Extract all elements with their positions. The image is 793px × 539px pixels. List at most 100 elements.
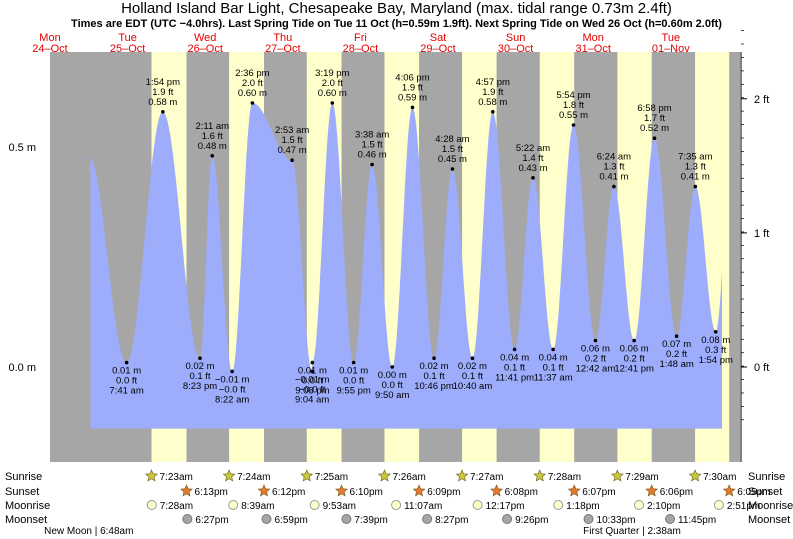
low-tide-label-8: −0.01 m−0.0 ft9:04 am [295,374,330,405]
low-tide-label-line: 10:40 am [453,381,493,392]
right-axis-tick-label-2: 0 ft [754,362,769,374]
high-tide-label-line: 1.3 ft [603,162,624,173]
high-tide-label-line: 0.46 m [358,150,387,161]
sunset-time-3: 6:09pm [427,487,460,498]
day-header-dow-6: Sun [506,32,526,44]
low-tide-label-line: 11:37 am [534,372,573,383]
low-tide-label-line: 0.2 ft [624,354,645,365]
low-tide-label-line: 8:23 pm [183,381,217,392]
high-tide-label-line: 1.3 ft [685,162,706,173]
sunrise-time-0: 7:23am [160,472,193,483]
moonrise-time-7: 2:51pm [727,501,760,512]
sunrise-star-icon [222,469,236,482]
moon-phase-0: New Moon | 6:48am [44,526,133,537]
low-tide-point-11 [351,360,356,365]
high-tide-label-line: 1.4 ft [522,153,543,164]
moonrise-icon [633,500,644,510]
moonrise-time-4: 12:17pm [486,501,525,512]
moonset-icon [341,514,352,524]
moonrise-time-0: 7:28am [160,501,193,512]
low-tide-label-line: 1:48 am [659,359,693,370]
day-header-dow-5: Sat [430,32,447,44]
low-tide-label-line: 0.04 m [500,352,529,363]
high-tide-label-line: 0.58 m [478,97,507,108]
high-tide-label-14: 4:06 pm1.9 ft0.59 m [395,72,429,103]
low-tide-label-line: 9:08 pm [295,386,329,397]
high-tide-point-7 [290,158,294,162]
sunrise-star-icon [610,469,624,482]
day-header-date-8: 01–Nov [652,43,690,55]
high-tide-label-6: 2:36 pm2.0 ft0.60 m [235,68,269,99]
moonrise-icon [391,500,402,510]
low-tide-label-13: 0.00 m0.0 ft9:50 am [375,370,409,401]
high-tide-label-line: 0.58 m [148,97,177,108]
high-tide-label-line: 0.48 m [198,141,227,152]
day-header-date-0: 24–Oct [32,43,67,55]
low-tide-label-line: 0.0 ft [302,376,323,387]
sunset-star-icon [180,484,193,497]
low-tide-label-line: 1:54 pm [699,355,733,366]
moonset-time-2: 7:39pm [354,515,387,526]
high-tide-label-24: 6:24 am1.3 ft0.41 m [597,152,631,183]
high-tide-label-line: 5:54 pm [556,90,590,101]
high-tide-label-line: 0.47 m [278,145,307,156]
moonset-icon [182,514,193,524]
moonrise-time-5: 1:18pm [566,501,599,512]
low-tide-label-line: 0.1 ft [504,362,525,373]
high-tide-point-18 [490,110,495,114]
low-tide-label-line: 8:22 am [215,394,249,405]
sunrise-star-icon [300,469,314,482]
sunset-time-2: 6:10pm [350,487,383,498]
high-tide-label-line: 1.9 ft [402,82,423,93]
left-axis-tick-label-0: 0.5 m [8,142,36,154]
day-header-date-5: 29–Oct [420,43,455,55]
moonset-time-4: 9:26pm [515,515,548,526]
day-header-date-2: 26–Oct [187,43,222,55]
sunrise-star-icon [377,469,391,482]
sunrise-star-icon [688,469,702,482]
high-tide-label-line: 2.0 ft [242,78,263,89]
high-tide-point-16 [450,167,455,171]
low-tide-label-line: 0.0 ft [116,376,137,387]
sunrise-time-7: 7:30am [703,472,736,483]
sunset-star-icon [567,484,581,497]
sunset-star-icon [722,484,736,497]
high-tide-label-20: 5:22 am1.4 ft0.43 m [516,143,550,174]
low-tide-label-line: −0.01 m [215,374,250,385]
low-tide-point-3 [198,356,202,361]
low-tide-label-5: −0.01 m−0.0 ft8:22 am [215,374,250,405]
high-tide-label-22: 5:54 pm1.8 ft0.55 m [556,90,590,121]
low-tide-label-3: 0.02 m0.1 ft8:23 pm [183,361,217,392]
low-tide-label-line: 0.1 ft [462,371,483,382]
high-tide-label-line: 0.59 m [398,92,427,103]
high-tide-label-line: 6:24 am [597,152,631,163]
row-label-right-moonset: Moonset [748,514,790,526]
sunset-star-icon [412,484,426,497]
sunrise-time-2: 7:25am [315,472,348,483]
day-header-dow-4: Fri [354,32,367,44]
low-tide-point-8 [310,369,314,374]
high-tide-label-line: 1.5 ft [362,140,383,151]
day-header-date-4: 28–Oct [343,43,378,55]
high-tide-label-line: 1.6 ft [202,131,223,142]
low-tide-point-13 [390,365,395,369]
low-tide-label-line: 0.04 m [539,352,568,363]
right-axis-tick-label-1: 1 ft [754,228,769,240]
moonrise-icon [472,500,483,510]
low-tide-label-line: 0.1 ft [423,371,444,382]
low-tide-point-21 [551,347,555,352]
high-tide-label-line: 6:58 pm [637,103,671,114]
moonset-icon [502,514,513,524]
high-tide-point-2 [161,110,165,114]
high-tide-point-6 [250,101,255,105]
row-label-right-sunrise: Sunrise [748,471,785,483]
low-tide-label-line: 0.02 m [185,361,214,372]
high-tide-label-line: 2:53 am [275,125,309,136]
high-tide-label-7: 2:53 am1.5 ft0.47 m [275,125,309,156]
low-tide-label-line: 0.01 m [298,366,327,377]
sunset-star-icon [645,484,659,497]
moonrise-time-6: 2:10pm [647,501,680,512]
